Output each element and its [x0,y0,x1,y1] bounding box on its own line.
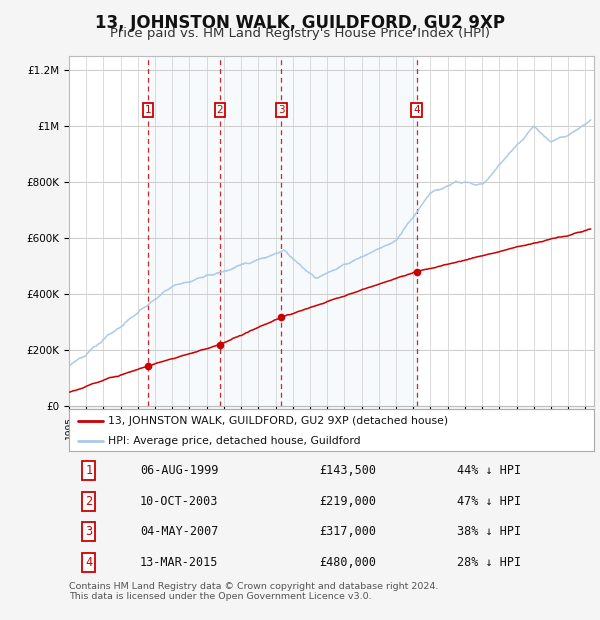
Text: Contains HM Land Registry data © Crown copyright and database right 2024.
This d: Contains HM Land Registry data © Crown c… [69,582,439,601]
Text: 3: 3 [278,105,285,115]
Text: 10-OCT-2003: 10-OCT-2003 [140,495,218,508]
Text: £219,000: £219,000 [319,495,376,508]
Text: 38% ↓ HPI: 38% ↓ HPI [457,525,521,538]
Text: 1: 1 [145,105,151,115]
Text: 1: 1 [85,464,92,477]
Text: HPI: Average price, detached house, Guildford: HPI: Average price, detached house, Guil… [109,436,361,446]
Text: 2: 2 [217,105,223,115]
Text: 47% ↓ HPI: 47% ↓ HPI [457,495,521,508]
Text: 06-AUG-1999: 06-AUG-1999 [140,464,218,477]
Text: £317,000: £317,000 [319,525,376,538]
Bar [148,56,416,406]
Text: 2: 2 [85,495,92,508]
Text: £480,000: £480,000 [319,556,376,569]
Text: 13, JOHNSTON WALK, GUILDFORD, GU2 9XP (detached house): 13, JOHNSTON WALK, GUILDFORD, GU2 9XP (d… [109,416,449,426]
Text: 4: 4 [413,105,420,115]
Text: 4: 4 [85,556,92,569]
Text: 13-MAR-2015: 13-MAR-2015 [140,556,218,569]
Text: 13, JOHNSTON WALK, GUILDFORD, GU2 9XP: 13, JOHNSTON WALK, GUILDFORD, GU2 9XP [95,14,505,32]
Text: Price paid vs. HM Land Registry's House Price Index (HPI): Price paid vs. HM Land Registry's House … [110,27,490,40]
Text: 28% ↓ HPI: 28% ↓ HPI [457,556,521,569]
Text: 3: 3 [85,525,92,538]
Text: 04-MAY-2007: 04-MAY-2007 [140,525,218,538]
Text: £143,500: £143,500 [319,464,376,477]
Text: 44% ↓ HPI: 44% ↓ HPI [457,464,521,477]
